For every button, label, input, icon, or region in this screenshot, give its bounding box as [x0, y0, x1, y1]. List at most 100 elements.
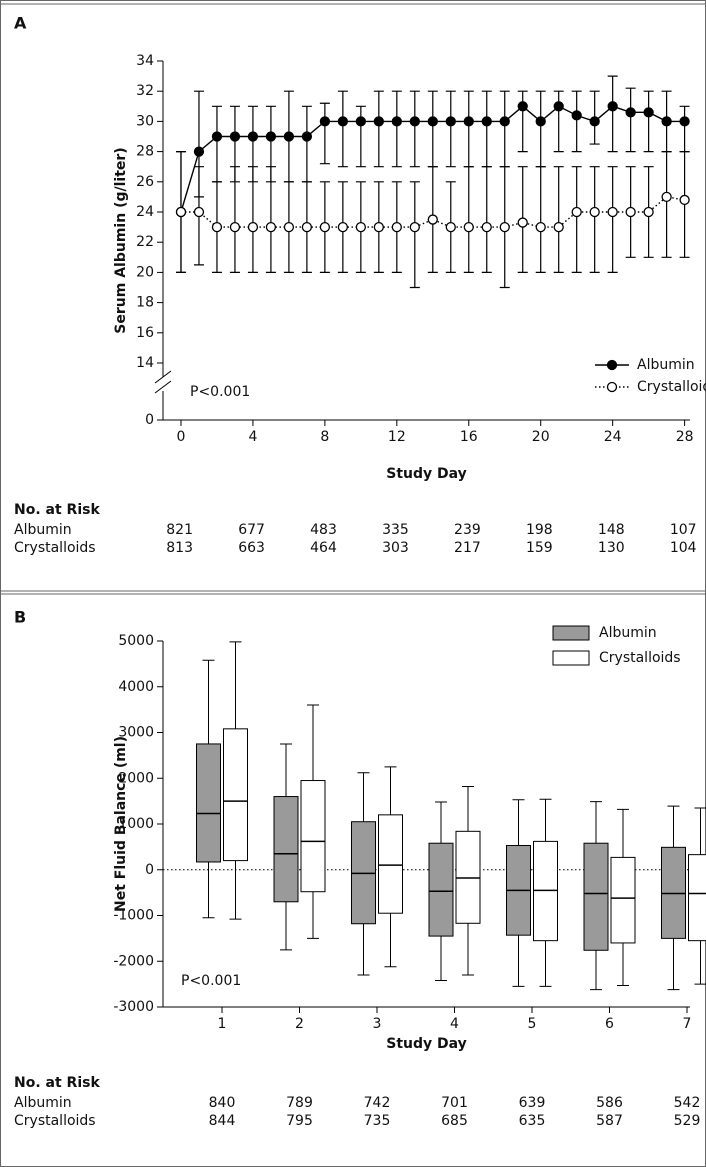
risk-value: 104 [670, 540, 697, 556]
y-tick-label: 14 [136, 355, 154, 371]
x-axis-label: Study Day [386, 1036, 467, 1052]
whisker-low [462, 923, 474, 976]
risk-value: 483 [310, 522, 337, 538]
error-bar [553, 90, 564, 153]
y-tick-label: 1000 [118, 816, 154, 832]
whisker-low [229, 860, 242, 920]
whisker-low [512, 935, 525, 987]
box [610, 856, 636, 944]
marker [229, 131, 241, 142]
error-bar [607, 75, 618, 153]
risk-value: 198 [526, 522, 553, 538]
x-tick-label: 20 [532, 429, 550, 445]
error-bar [409, 181, 420, 289]
risk-value: 795 [286, 1113, 313, 1129]
error-bar [571, 166, 582, 273]
risk-value: 735 [364, 1113, 391, 1129]
y-axis-label: Net Fluid Balance (ml) [113, 736, 129, 912]
error-bar [643, 90, 654, 153]
y-tick-label: 0 [145, 862, 154, 878]
marker [661, 116, 672, 127]
error-bar [229, 166, 240, 273]
error-bar [409, 90, 420, 168]
error-bar [301, 105, 312, 183]
risk-value: 813 [166, 540, 193, 556]
x-tick-label: 12 [388, 429, 406, 445]
y-axis-label: Serum Albumin (g/liter) [113, 147, 129, 333]
marker [427, 116, 438, 127]
whisker-high [384, 766, 397, 815]
risk-value: 239 [454, 522, 481, 538]
risk-value: 107 [670, 522, 697, 538]
marker [229, 221, 241, 233]
marker [535, 221, 546, 233]
risk-title: No. at Risk [14, 502, 100, 518]
panel-label: A [14, 14, 27, 33]
y-tick-label: 18 [136, 295, 154, 311]
marker [463, 221, 474, 233]
marker [625, 206, 636, 218]
marker [265, 221, 277, 233]
error-bar [211, 105, 222, 183]
marker [481, 116, 492, 127]
whisker-low [202, 861, 215, 919]
legend-label: Albumin [599, 625, 657, 641]
marker [211, 221, 223, 233]
marker [265, 131, 277, 142]
risk-value: 742 [364, 1095, 391, 1111]
marker [283, 221, 295, 233]
marker [445, 221, 456, 233]
whisker-low [667, 938, 680, 991]
whisker-low [435, 936, 447, 981]
marker [571, 110, 582, 121]
box [273, 796, 299, 903]
x-tick-label: 6 [605, 1016, 614, 1032]
error-bar [661, 151, 672, 258]
y-tick-label: 22 [136, 234, 154, 250]
series-line [180, 196, 685, 228]
whisker-high [617, 808, 629, 858]
risk-value: 303 [382, 540, 409, 556]
marker [319, 221, 331, 233]
x-tick-label: 1 [218, 1016, 227, 1032]
risk-value: 789 [286, 1095, 313, 1111]
error-bar [571, 90, 582, 153]
error-bar [427, 90, 438, 168]
marker [499, 221, 510, 233]
risk-value: 586 [596, 1095, 623, 1111]
marker [175, 206, 187, 218]
marker [445, 116, 456, 127]
risk-value: 844 [209, 1113, 236, 1129]
x-tick-label: 7 [683, 1016, 692, 1032]
error-bar [499, 90, 510, 168]
risk-value: 529 [674, 1113, 701, 1129]
whisker-high [307, 704, 319, 781]
marker [553, 221, 564, 233]
y-tick-label: 20 [136, 264, 154, 280]
risk-value: 701 [441, 1095, 468, 1111]
y-tick-label: 4000 [118, 679, 154, 695]
whisker-high [357, 772, 370, 822]
marker [409, 221, 420, 233]
marker [481, 221, 492, 233]
marker [643, 107, 654, 118]
whisker-low [384, 913, 397, 968]
error-bar [265, 166, 276, 273]
error-bar [481, 90, 492, 168]
risk-value: 663 [238, 540, 265, 556]
x-tick-label: 2 [295, 1016, 304, 1032]
risk-value: 840 [209, 1095, 236, 1111]
marker [679, 194, 690, 206]
error-bar [625, 87, 636, 153]
marker [391, 116, 402, 127]
error-bar [463, 90, 474, 168]
marker [337, 221, 349, 233]
annotation: P<0.001 [190, 384, 250, 400]
error-bar [337, 90, 348, 168]
marker [193, 146, 205, 157]
whisker-high [590, 801, 602, 844]
whisker-low [694, 940, 706, 985]
x-tick-label: 5 [528, 1016, 537, 1032]
risk-value: 639 [519, 1095, 546, 1111]
marker [607, 206, 618, 218]
